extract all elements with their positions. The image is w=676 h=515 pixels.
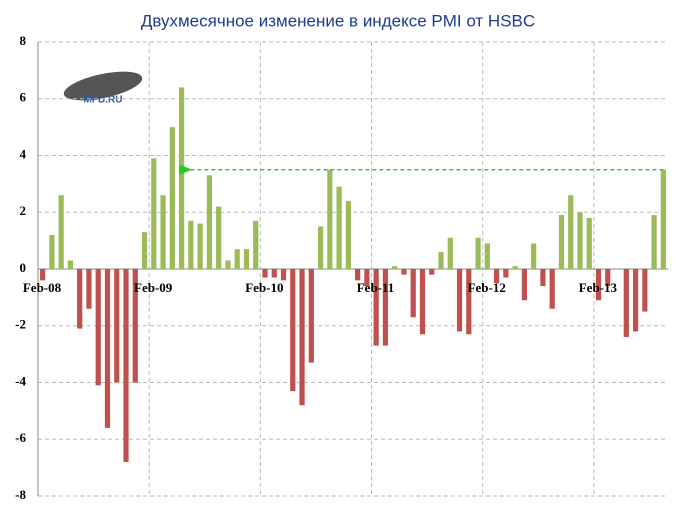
bar [586,217,592,269]
bar [577,212,583,269]
bar [494,269,500,284]
bar [151,158,157,269]
y-tick-label: 4 [20,146,27,161]
bar [197,223,203,269]
bar [558,215,565,269]
bar [188,220,194,269]
x-tick-label: Feb-11 [357,280,395,295]
bar [114,269,120,383]
x-tick-label: Feb-08 [23,280,62,295]
x-tick-label: Feb-13 [579,280,618,295]
bar [327,169,333,269]
bar [234,249,240,269]
bar [419,269,426,335]
bar [438,251,444,269]
bar [512,266,518,269]
bar [456,269,463,332]
y-tick-label: -4 [15,373,26,388]
bar [531,243,537,269]
bar [345,200,351,269]
bar [595,269,602,301]
bar [253,220,259,269]
bar [141,232,148,269]
y-tick-label: 0 [20,260,27,275]
bar [290,269,296,392]
bar [484,243,490,269]
bar [521,269,527,301]
bar [336,186,342,269]
bar [355,269,361,281]
bar [632,269,639,332]
bar [660,169,666,269]
bar [605,269,611,287]
bar [160,195,166,269]
y-tick-label: -2 [15,317,26,332]
chart-title: Двухмесячное изменение в индексе PMI от … [141,11,535,30]
y-tick-label: 8 [20,33,27,48]
x-tick-label: Feb-12 [468,280,506,295]
y-tick-label: 6 [20,90,27,105]
bar [392,266,398,269]
bar [58,195,64,269]
bar [40,269,46,281]
bar [466,269,472,335]
y-tick-label: 2 [20,203,27,218]
bar [86,269,92,309]
bar [243,249,250,269]
bar [382,269,389,346]
bar [308,269,314,363]
bar [67,260,74,269]
bar [410,269,416,318]
bar [271,269,277,278]
bar [104,269,111,428]
bar [503,269,509,278]
bar [317,226,324,269]
bar [568,195,574,269]
bar [651,215,657,269]
bar [225,260,231,269]
bar [299,269,305,406]
bar [429,269,435,275]
bar [475,237,481,269]
bar [95,269,101,386]
bar [280,269,287,281]
bar [179,87,185,270]
logo: MFD.RU [63,71,143,106]
bar [262,269,268,278]
bar [77,269,83,329]
bar [169,127,175,269]
bar [216,206,222,269]
y-tick-label: -8 [15,487,26,502]
x-tick-label: Feb-10 [245,280,283,295]
bar [540,269,546,287]
bar [123,269,129,462]
logo-text: MFD.RU [84,95,123,106]
bar [373,269,379,346]
y-tick-label: -6 [15,430,26,445]
x-tick-label: Feb-09 [134,280,173,295]
bar [132,269,138,383]
bar [206,175,212,269]
bar [401,269,407,275]
bar [623,269,629,338]
bar [49,234,55,269]
bar [364,269,370,287]
bar [642,269,648,312]
bar [447,237,453,269]
bar [549,269,555,309]
